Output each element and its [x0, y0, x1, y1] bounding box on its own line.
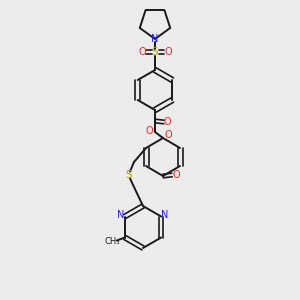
Text: N: N: [161, 209, 169, 220]
Text: O: O: [172, 170, 180, 180]
Text: O: O: [138, 47, 146, 57]
Text: N: N: [151, 34, 159, 44]
Text: N: N: [117, 209, 124, 220]
Text: CH₃: CH₃: [104, 237, 120, 246]
Text: O: O: [145, 126, 153, 136]
Text: O: O: [163, 117, 171, 127]
Text: O: O: [164, 130, 172, 140]
Text: S: S: [152, 47, 158, 57]
Text: O: O: [164, 47, 172, 57]
Text: S: S: [126, 170, 132, 180]
